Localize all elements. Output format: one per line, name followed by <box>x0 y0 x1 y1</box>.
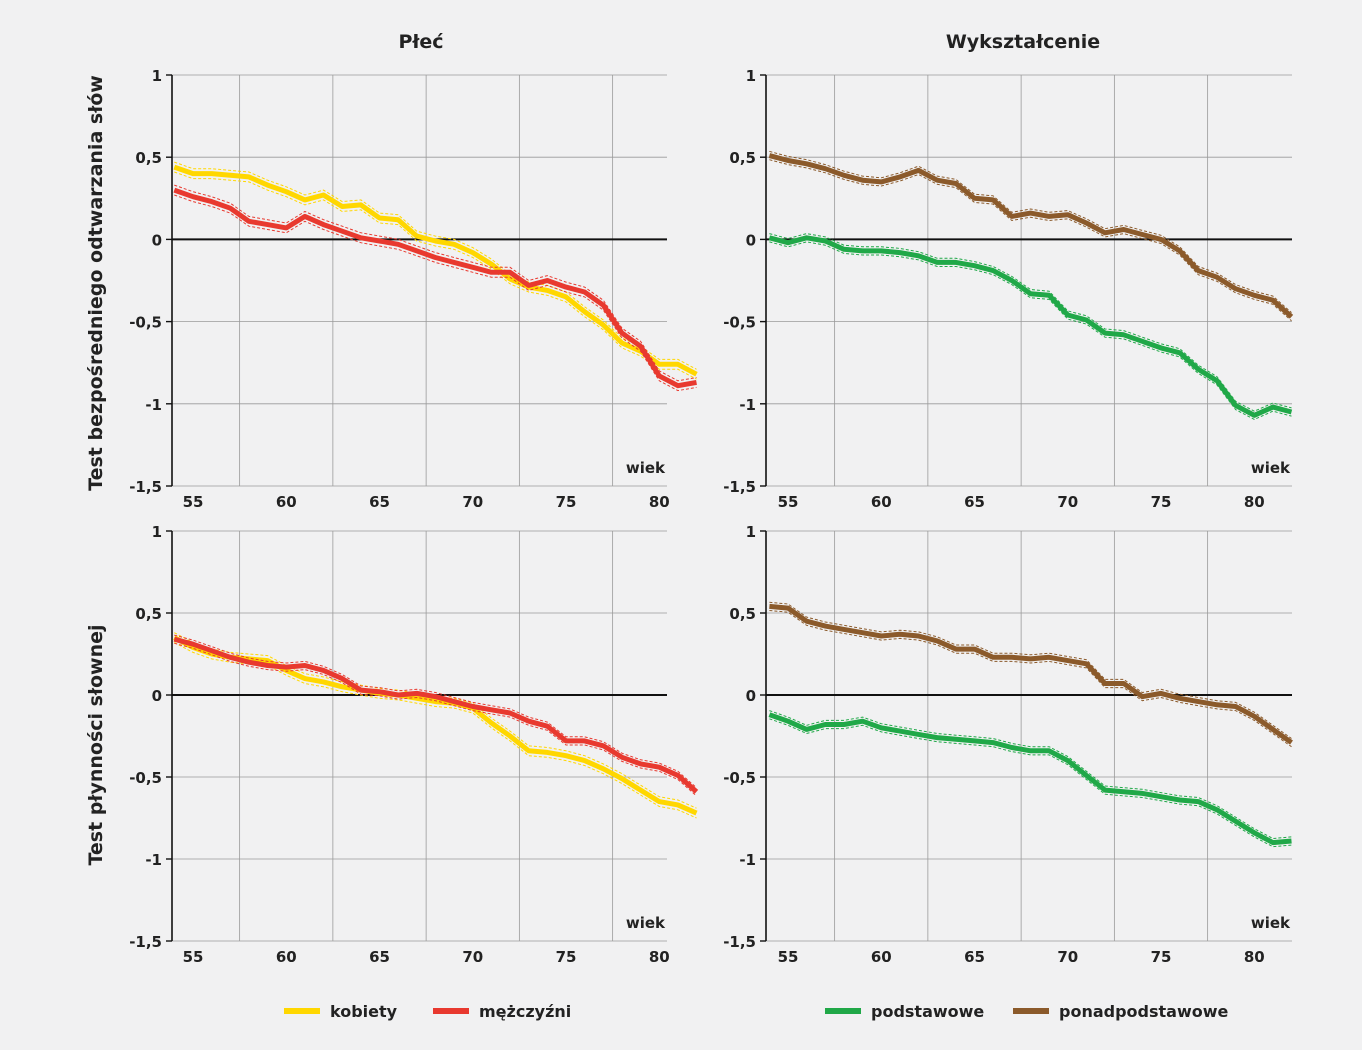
x-axis-word: wiek <box>1251 459 1291 477</box>
x-tick-label: 80 <box>649 948 670 966</box>
ci-lower-podstawowe <box>769 718 1292 848</box>
series-line-podstawowe <box>768 712 1292 846</box>
legend-left: kobiety mężczyźni <box>284 1002 571 1021</box>
x-tick-label: 70 <box>462 948 483 966</box>
x-tick-label: 65 <box>369 493 390 511</box>
x-tick-label: 80 <box>649 493 670 511</box>
panel-1: 1 0,5 0 -0,5 -1 -1,5 55 60 65 70 75 80 wiek <box>129 67 698 511</box>
series-line-podstawowe <box>768 235 1293 418</box>
y-tick-label: -0,5 <box>129 769 162 787</box>
y-tick-label: 0 <box>746 231 756 249</box>
x-axis-word: wiek <box>626 914 666 932</box>
x-tick-label: 55 <box>183 948 204 966</box>
ci-upper-podstawowe <box>769 233 1292 412</box>
series-line-ponadpodstawowe <box>768 153 1294 319</box>
y-tick-label: -1 <box>145 851 162 869</box>
legend-label-mezczyzni: mężczyźni <box>479 1002 571 1021</box>
y-tick-label: -1 <box>739 851 756 869</box>
y-tick-label: 0 <box>152 231 162 249</box>
y-tick-label: 1 <box>152 67 162 85</box>
x-tick-label: 60 <box>276 948 297 966</box>
x-tick-label: 60 <box>871 948 892 966</box>
ci-lower-mezczyzni <box>174 642 697 797</box>
y-tick-label: 0,5 <box>135 605 162 623</box>
ci-upper-podstawowe <box>769 710 1292 840</box>
x-axis-word: wiek <box>1251 914 1291 932</box>
ci-lower-ponadpodstawowe <box>769 159 1292 322</box>
x-tick-label: 70 <box>1057 493 1078 511</box>
x-tick-label: 75 <box>1151 493 1172 511</box>
y-tick-label: -0,5 <box>129 314 162 332</box>
ci-upper-mezczyzni <box>174 634 697 789</box>
panel-2: 1 0,5 0 -0,5 -1 -1,5 55 60 65 70 75 80 wiek <box>723 67 1294 511</box>
row-label-word-recall: Test bezpośredniego odtwarzania słów <box>85 75 107 491</box>
x-tick-label: 55 <box>778 948 799 966</box>
x-tick-label: 75 <box>556 493 577 511</box>
y-tick-label: -1 <box>739 396 756 414</box>
series-line-mezczyzni <box>173 187 697 389</box>
column-title-education: Wykształcenie <box>946 31 1100 53</box>
y-tick-label: -1,5 <box>129 933 162 951</box>
x-tick-label: 75 <box>556 948 577 966</box>
legend-right: podstawowe ponadpodstawowe <box>825 1002 1229 1021</box>
y-tick-label: -1,5 <box>129 478 162 496</box>
y-tick-label: -0,5 <box>723 314 756 332</box>
x-tick-label: 60 <box>276 493 297 511</box>
legend-label-podstawowe: podstawowe <box>871 1002 984 1021</box>
y-tick-label: 1 <box>152 523 162 541</box>
row-label-verbal-fluency: Test płynności słownej <box>85 624 107 865</box>
column-title-gender: Płeć <box>398 31 443 53</box>
x-tick-label: 55 <box>778 493 799 511</box>
x-tick-label: 70 <box>462 493 483 511</box>
y-tick-label: 0 <box>746 687 756 705</box>
ci-lower-kobiety <box>174 171 697 380</box>
ci-upper-kobiety <box>174 161 697 370</box>
x-tick-label: 65 <box>964 493 985 511</box>
x-tick-label: 75 <box>1151 948 1172 966</box>
x-tick-label: 60 <box>871 493 892 511</box>
y-tick-label: 1 <box>746 67 756 85</box>
legend-label-kobiety: kobiety <box>330 1002 398 1021</box>
panel-3: 1 0,5 0 -0,5 -1 -1,5 55 60 65 70 75 80 wiek <box>129 523 699 966</box>
x-tick-label: 80 <box>1244 493 1265 511</box>
y-tick-label: 0 <box>152 687 162 705</box>
x-tick-label: 80 <box>1244 948 1265 966</box>
x-tick-label: 55 <box>183 493 204 511</box>
panel-4: 1 0,5 0 -0,5 -1 -1,5 55 60 65 70 75 80 wiek <box>723 523 1293 966</box>
ci-upper-ponadpodstawowe <box>769 150 1292 313</box>
series-line-kobiety <box>173 164 698 377</box>
x-axis-word: wiek <box>626 459 666 477</box>
y-tick-label: -1,5 <box>723 933 756 951</box>
x-tick-label: 65 <box>964 948 985 966</box>
ci-lower-kobiety <box>174 642 697 819</box>
ci-lower-mezczyzni <box>174 194 697 392</box>
y-tick-label: -0,5 <box>723 769 756 787</box>
x-tick-label: 70 <box>1057 948 1078 966</box>
ci-upper-ponadpodstawowe <box>769 601 1292 739</box>
ci-upper-mezczyzni <box>174 184 697 382</box>
y-tick-label: 0,5 <box>729 149 756 167</box>
y-tick-label: -1 <box>145 396 162 414</box>
ci-lower-podstawowe <box>769 241 1292 420</box>
series-line-ponadpodstawowe <box>769 603 1293 745</box>
legend-label-ponadpodstawowe: ponadpodstawowe <box>1059 1002 1229 1021</box>
ci-lower-ponadpodstawowe <box>769 610 1292 748</box>
y-tick-label: 0,5 <box>135 149 162 167</box>
y-tick-label: 0,5 <box>729 605 756 623</box>
series-line-mezczyzni <box>173 636 699 794</box>
y-tick-label: -1,5 <box>723 478 756 496</box>
x-tick-label: 65 <box>369 948 390 966</box>
y-tick-label: 1 <box>746 523 756 541</box>
